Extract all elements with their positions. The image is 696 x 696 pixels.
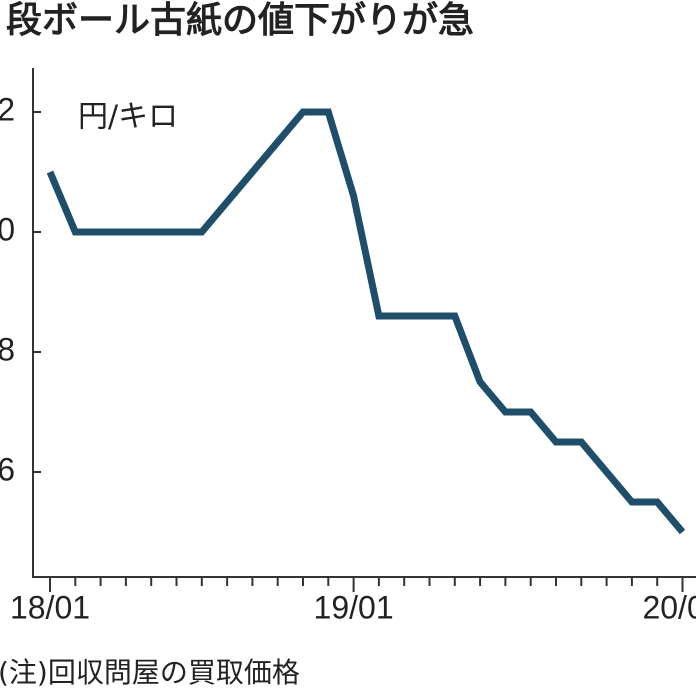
- x-tick-label: 20/02: [642, 589, 696, 625]
- y-tick-label: 6: [0, 451, 15, 487]
- note: (注)回収問屋の買取価格: [0, 656, 300, 689]
- unit-label: 円/キロ: [78, 100, 178, 135]
- y-tick-label: 12: [0, 91, 15, 127]
- y-tick-label: 8: [0, 331, 15, 367]
- x-tick-label: 18/01: [10, 589, 90, 625]
- data-line: [46, 108, 686, 535]
- y-tick-label: 10: [0, 211, 15, 247]
- x-tick-label: 19/01: [314, 589, 394, 625]
- chart-title: 段ボール古紙の値下がりが急: [6, 0, 474, 41]
